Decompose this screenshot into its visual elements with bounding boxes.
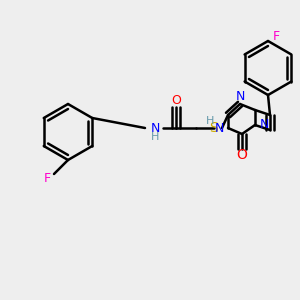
Text: S: S (210, 121, 218, 135)
Text: N: N (235, 91, 245, 103)
Text: H: H (151, 132, 159, 142)
Text: O: O (171, 94, 181, 106)
Text: N: N (214, 122, 224, 134)
Text: O: O (237, 148, 248, 162)
Text: F: F (44, 172, 51, 184)
Text: N: N (259, 118, 269, 131)
Text: N: N (150, 122, 160, 134)
Text: F: F (272, 31, 280, 44)
Text: H: H (206, 116, 214, 126)
